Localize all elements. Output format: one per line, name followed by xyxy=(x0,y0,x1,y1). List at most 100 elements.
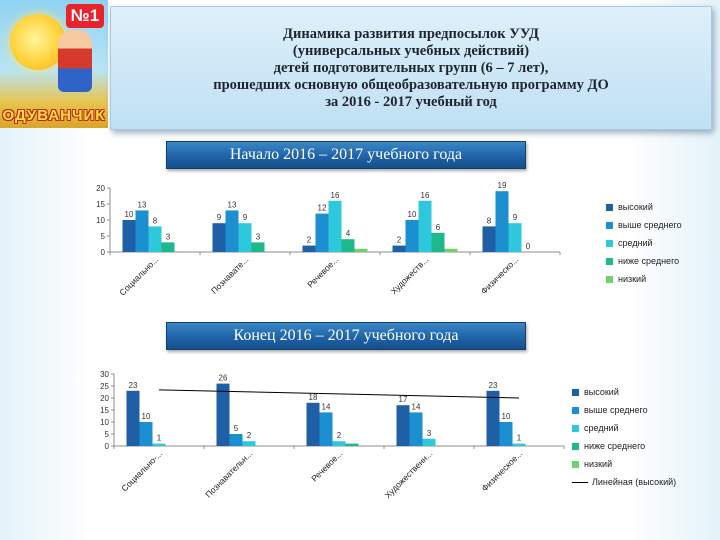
data-label: 23 xyxy=(129,381,138,390)
title-line-3: детей подготовительных групп (6 – 7 лет)… xyxy=(273,59,549,76)
legend-item: средний xyxy=(572,419,676,437)
data-label: 6 xyxy=(436,223,441,232)
legend-label: выше среднего xyxy=(584,405,648,415)
legend-item: низкий xyxy=(606,270,682,288)
data-label: 23 xyxy=(489,381,498,390)
data-label: 16 xyxy=(331,191,340,200)
bar-3-2 xyxy=(238,223,252,252)
title-line-1: Динамика развития предпосылок УУД xyxy=(283,25,539,42)
bar-2-1 xyxy=(139,422,153,446)
legend-item: выше среднего xyxy=(606,216,682,234)
data-label: 2 xyxy=(397,236,402,245)
bar-4-4 xyxy=(431,232,445,252)
bar-1-5 xyxy=(482,226,496,252)
data-label: 10 xyxy=(142,412,151,421)
y-tick-label: 5 xyxy=(101,232,106,241)
category-label: Речевое... xyxy=(309,448,344,483)
data-label: 10 xyxy=(502,412,511,421)
bar-3-4 xyxy=(418,200,432,252)
bar-1-2 xyxy=(216,383,230,446)
bar-2-2 xyxy=(229,434,243,446)
y-tick-label: 0 xyxy=(101,248,106,257)
bar-1-5 xyxy=(486,390,500,446)
legend-swatch xyxy=(572,460,579,468)
data-label: 0 xyxy=(526,242,531,251)
category-label: Социально-... xyxy=(119,448,164,493)
y-tick-label: 0 xyxy=(105,442,110,451)
y-tick-label: 25 xyxy=(100,382,109,391)
data-label: 2 xyxy=(247,431,252,440)
trendline xyxy=(158,389,520,399)
bar-1-1 xyxy=(126,390,140,446)
data-label: 4 xyxy=(346,229,351,238)
y-tick-label: 5 xyxy=(105,430,110,439)
legend-label: Линейная (высокий) xyxy=(592,477,677,487)
data-label: 1 xyxy=(157,434,162,443)
y-tick-label: 20 xyxy=(96,184,105,193)
data-label: 9 xyxy=(513,213,518,222)
data-label: 3 xyxy=(427,429,432,438)
bar-4-2 xyxy=(251,242,265,252)
y-tick-label: 20 xyxy=(100,394,109,403)
legend-item-trendline: Линейная (высокий) xyxy=(572,473,676,491)
category-label: Физическое... xyxy=(479,448,524,493)
y-tick-label: 30 xyxy=(100,370,109,379)
legend-swatch xyxy=(606,239,613,247)
data-label: 10 xyxy=(408,210,417,219)
bar-2-2 xyxy=(225,210,239,252)
bar-3-1 xyxy=(148,226,162,252)
sun-icon xyxy=(10,14,66,70)
data-label: 9 xyxy=(217,213,222,222)
legend-label: выше среднего xyxy=(618,220,682,230)
logo-brand-text: ОДУВАНЧИК xyxy=(2,107,106,124)
bar-3-3 xyxy=(328,200,342,252)
legend-line-swatch xyxy=(572,481,588,483)
legend-label: ниже среднего xyxy=(584,441,646,451)
bar-2-4 xyxy=(405,220,419,252)
legend-swatch xyxy=(572,406,579,414)
start-of-year-legend: высокий выше среднего средний ниже среднего… xyxy=(606,198,682,288)
data-label: 14 xyxy=(412,402,421,411)
bar-2-5 xyxy=(495,191,509,252)
legend-swatch xyxy=(606,257,613,265)
title-line-5: за 2016 - 2017 учебный год xyxy=(325,93,497,110)
bar-2-3 xyxy=(315,213,329,252)
category-label: Познавательн... xyxy=(203,448,254,499)
legend-swatch xyxy=(606,221,613,229)
bar-2-1 xyxy=(135,210,149,252)
bar-3-5 xyxy=(508,223,522,252)
data-label: 10 xyxy=(125,210,134,219)
legend-swatch xyxy=(606,275,613,283)
title-line-4: прошедших основную общеобразовательную п… xyxy=(213,76,609,93)
slide-title: Динамика развития предпосылок УУД (униве… xyxy=(110,6,712,130)
bar-1-3 xyxy=(306,402,320,446)
category-label: Художественн... xyxy=(383,448,435,500)
bar-4-3 xyxy=(341,239,355,252)
title-line-2: (универсальных учебных действий) xyxy=(292,42,530,59)
data-label: 5 xyxy=(234,424,239,433)
bar-2-3 xyxy=(319,412,333,446)
y-tick-label: 10 xyxy=(96,216,105,225)
number-badge: №1 xyxy=(66,4,104,28)
legend-swatch xyxy=(572,424,579,432)
legend-label: высокий xyxy=(584,387,619,397)
legend-item: ниже среднего xyxy=(572,437,676,455)
y-tick-label: 10 xyxy=(100,418,109,427)
data-label: 26 xyxy=(219,374,228,383)
legend-swatch xyxy=(572,442,579,450)
legend-label: низкий xyxy=(584,459,613,469)
bar-3-2 xyxy=(242,441,256,446)
legend-label: средний xyxy=(584,423,619,433)
legend-item: низкий xyxy=(572,455,676,473)
legend-swatch xyxy=(572,388,579,396)
legend-swatch xyxy=(606,203,613,211)
bar-4-3 xyxy=(345,443,359,446)
legend-item: высокий xyxy=(572,383,676,401)
data-label: 18 xyxy=(309,393,318,402)
end-of-year-legend: высокий выше среднего средний ниже среднего… xyxy=(572,383,676,491)
bar-4-1 xyxy=(161,242,175,252)
data-label: 16 xyxy=(421,191,430,200)
data-label: 3 xyxy=(256,232,261,241)
bar-1-4 xyxy=(392,245,406,252)
legend-item: ниже среднего xyxy=(606,252,682,270)
